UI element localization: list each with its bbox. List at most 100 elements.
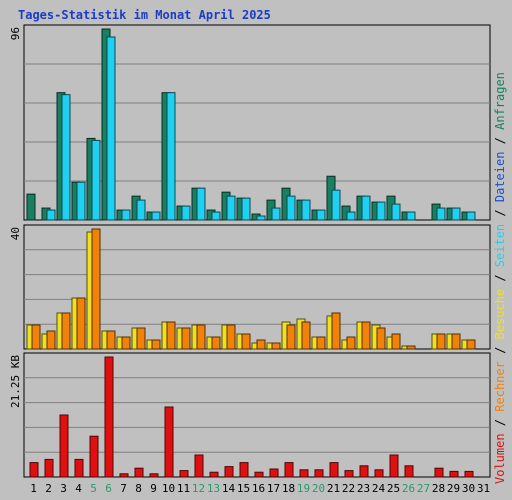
bar-rechner-day-9 [151, 339, 161, 350]
bar-rechner-day-24 [376, 327, 386, 350]
bar-rechner-day-17 [271, 342, 281, 350]
bar-seiten-day-7 [121, 209, 131, 221]
x-axis-day-labels: 1 2 3 4 5 6 7 8 9 10 11 12 13 14 15 16 17 18 19 20 21 22 23 24 2… [30, 482, 490, 495]
bar-volumen-day-26 [404, 465, 414, 478]
bar-volumen-day-18 [284, 462, 294, 478]
bar-volumen-day-10 [164, 406, 174, 478]
legend-separator: / [493, 339, 507, 361]
x-tick-label: 11 [177, 482, 190, 495]
legend-besuche: Besuche [493, 289, 507, 340]
bar-seiten-day-18 [286, 195, 296, 221]
bar-seiten-day-20 [316, 209, 326, 221]
bar-volumen-day-4 [74, 458, 84, 478]
bar-rechner-day-22 [346, 336, 356, 350]
x-tick-label: 8 [135, 482, 142, 495]
bar-rechner-day-25 [391, 333, 401, 350]
x-tick-label: 22 [342, 482, 355, 495]
y-axis-label: 21.25 KB [9, 355, 22, 408]
bar-volumen-day-22 [344, 470, 354, 478]
x-tick-label: 20 [312, 482, 325, 495]
bar-volumen-day-17 [269, 468, 279, 478]
bar-volumen-day-5 [89, 435, 99, 478]
bar-rechner-day-8 [136, 327, 146, 350]
bar-seiten-day-19 [301, 199, 311, 221]
bar-volumen-day-7 [119, 473, 129, 478]
bar-seiten-day-8 [136, 199, 146, 221]
bar-volumen-day-1 [29, 462, 39, 478]
bar-anfragen-day-1 [26, 193, 36, 221]
bar-rechner-day-12 [196, 324, 206, 350]
bar-seiten-day-29 [451, 207, 461, 221]
x-tick-label: 19 [297, 482, 310, 495]
x-tick-label: 29 [447, 482, 460, 495]
x-tick-label: 21 [327, 482, 340, 495]
bar-seiten-day-4 [76, 181, 86, 221]
bar-seiten-day-5 [91, 139, 101, 221]
x-tick-label: 13 [207, 482, 220, 495]
x-tick-label: 4 [75, 482, 82, 495]
bar-seiten-day-22 [346, 211, 356, 221]
bar-rechner-day-7 [121, 336, 131, 350]
bar-rechner-day-28 [436, 333, 446, 350]
bar-seiten-day-9 [151, 211, 161, 221]
bar-rechner-day-11 [181, 327, 191, 350]
bar-volumen-day-24 [374, 469, 384, 478]
bar-seiten-day-14 [226, 195, 236, 221]
bar-seiten-day-30 [466, 211, 476, 221]
bar-seiten-day-2 [46, 209, 56, 221]
bar-rechner-day-21 [331, 312, 341, 350]
bar-volumen-day-25 [389, 454, 399, 478]
bar-volumen-day-15 [239, 462, 249, 478]
x-tick-label: 14 [222, 482, 236, 495]
bar-seiten-day-28 [436, 207, 446, 221]
x-tick-label: 17 [267, 482, 280, 495]
x-tick-label: 2 [45, 482, 52, 495]
legend-anfragen: Anfragen [493, 72, 507, 130]
bar-volumen-day-28 [434, 467, 444, 478]
x-tick-label: 27 [417, 482, 430, 495]
x-tick-label: 16 [252, 482, 265, 495]
x-tick-label: 7 [120, 482, 127, 495]
x-tick-label: 25 [387, 482, 400, 495]
panel-top: 96 [9, 24, 491, 221]
chart-panels: 96 40 21.25 KB [9, 24, 491, 478]
bar-volumen-day-21 [329, 462, 339, 478]
x-tick-label: 23 [357, 482, 370, 495]
bar-seiten-day-17 [271, 207, 281, 221]
bar-volumen-day-12 [194, 454, 204, 478]
legend-seiten: Seiten [493, 224, 507, 267]
bar-rechner-day-2 [46, 330, 56, 350]
bar-seiten-day-6 [106, 36, 116, 221]
bar-seiten-day-10 [166, 92, 176, 221]
x-tick-label: 3 [60, 482, 67, 495]
bar-rechner-day-6 [106, 330, 116, 350]
bar-rechner-day-4 [76, 297, 86, 350]
chart-title: Tages-Statistik im Monat April 2025 [18, 8, 271, 22]
bar-volumen-day-23 [359, 465, 369, 478]
bar-volumen-day-2 [44, 458, 54, 478]
bar-volumen-day-16 [254, 471, 264, 478]
bar-rechner-day-13 [211, 336, 221, 350]
bar-seiten-day-15 [241, 197, 251, 221]
bar-seiten-day-23 [361, 195, 371, 221]
x-tick-label: 31 [477, 482, 490, 495]
legend-separator: / [493, 130, 507, 152]
legend-volumen: Volumen [493, 433, 507, 484]
bar-rechner-day-29 [451, 333, 461, 350]
x-tick-label: 6 [105, 482, 112, 495]
x-tick-label: 24 [372, 482, 386, 495]
bar-volumen-day-13 [209, 471, 219, 478]
bar-seiten-day-26 [406, 211, 416, 221]
x-tick-label: 5 [90, 482, 97, 495]
panel-frame [23, 224, 491, 350]
x-tick-label: 18 [282, 482, 295, 495]
panel-frame [23, 352, 491, 478]
bar-volumen-day-3 [59, 414, 69, 478]
right-legend: Volumen / Rechner / Besuche / Seiten / D… [493, 72, 507, 484]
bar-seiten-day-13 [211, 211, 221, 221]
y-axis-label: 40 [9, 227, 22, 240]
bar-rechner-day-19 [301, 321, 311, 350]
bar-volumen-day-14 [224, 466, 234, 478]
bar-seiten-day-11 [181, 205, 191, 221]
